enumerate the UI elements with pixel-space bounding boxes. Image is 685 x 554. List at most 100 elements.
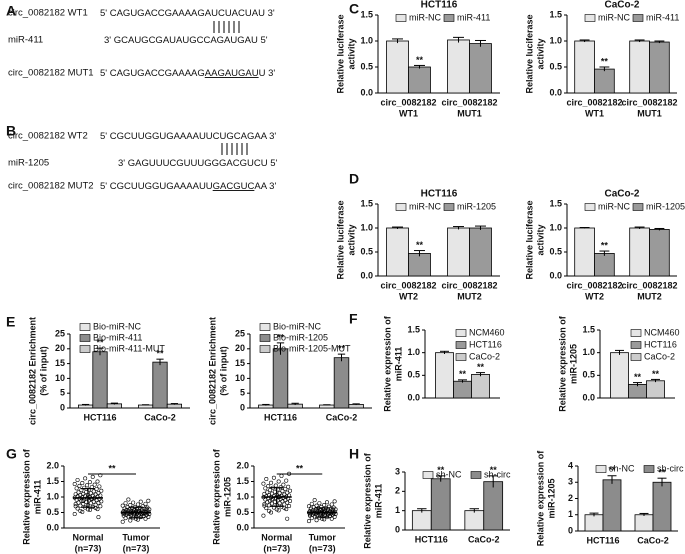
bar [152, 361, 168, 409]
y-axis-label: activity [535, 38, 545, 69]
x-tick-label: HCT116 [415, 534, 448, 544]
y-tick-label: 1 [568, 509, 573, 519]
y-axis-label: miR-411 [373, 484, 383, 519]
legend-swatch [395, 203, 407, 211]
significance: ** [608, 465, 616, 475]
y-tick-label: 1 [395, 505, 400, 515]
legend-swatch [395, 14, 407, 22]
bar [447, 227, 470, 277]
legend-label: Bio-miR-411-MUT [93, 343, 165, 353]
y-tick-label: 0.0 [236, 522, 249, 532]
legend-swatch [455, 329, 467, 337]
y-tick-label: 1.0 [236, 491, 249, 501]
y-tick-label: 0.5 [549, 61, 562, 71]
point [78, 508, 83, 513]
legend-swatch [632, 203, 644, 211]
legend-swatch [79, 323, 91, 331]
significance: ** [277, 332, 285, 342]
x-tick-label: CaCo-2 [326, 412, 358, 422]
legend-label: Bio-miR-1205-MUT [273, 343, 351, 353]
bar [628, 383, 647, 399]
y-axis-label: Relative luciferase [524, 14, 534, 93]
legend-label: sh-circ [484, 469, 511, 479]
legend-label: HCT116 [469, 339, 502, 349]
point [267, 508, 272, 513]
y-tick-label: 1.5 [549, 9, 562, 19]
point [86, 487, 91, 492]
sequence: 3' GAGUUUCGUUUGGGACGUCU 5' [118, 158, 278, 169]
legend-swatch [595, 465, 607, 473]
point [131, 500, 136, 505]
x-tick-label: HCT116 [264, 412, 297, 422]
legend-swatch [443, 203, 455, 211]
y-tick-label: 15 [55, 358, 65, 368]
x-tick-label: circ_0082182 [566, 97, 622, 107]
legend-label: miR-1205 [646, 201, 685, 211]
panel-label: B [6, 123, 16, 139]
point [286, 484, 291, 489]
point [87, 508, 92, 513]
point [331, 505, 336, 510]
y-axis-label: activity [346, 38, 356, 69]
bar [646, 380, 665, 399]
x-tick-label: MUT2 [457, 291, 482, 301]
point [90, 474, 95, 479]
x-tick-label: MUT2 [637, 291, 662, 301]
legend-swatch [632, 14, 644, 22]
bar [471, 374, 490, 399]
bar [649, 229, 670, 277]
legend-swatch [584, 14, 596, 22]
legend-label: CaCo-2 [469, 351, 500, 361]
legend-label: miR-NC [598, 12, 630, 22]
chart-title: HCT116 [421, 189, 458, 200]
point [91, 489, 96, 494]
point [141, 514, 146, 519]
x-tick-label: Tumor [309, 532, 337, 542]
bar [272, 348, 289, 409]
significance: ** [601, 56, 609, 66]
point [82, 485, 87, 490]
legend-swatch [259, 345, 271, 353]
y-axis-label: Relative expression of [535, 450, 545, 547]
point [80, 481, 85, 486]
sequence-segment: 5' CGCUUGGUGAAAAUUCUGCAGAA 3' [100, 131, 276, 142]
point [312, 498, 317, 503]
legend-label: sh-NC [436, 469, 462, 479]
legend-label: miR-411 [646, 12, 679, 22]
x-tick-label: (n=73) [309, 543, 336, 553]
legend-label: miR-NC [598, 201, 630, 211]
chart-title: CaCo-2 [604, 0, 639, 11]
legend-label: Bio-miR-NC [273, 321, 321, 331]
legend-label: HCT116 [644, 339, 677, 349]
y-axis-label: miR-1205 [222, 477, 232, 517]
sequence-segment: 3' GAGUUUCGUUUGGGACGUCU 5' [118, 158, 278, 169]
x-tick-label: circ_0082182 [566, 280, 622, 290]
y-tick-label: 1.0 [582, 347, 595, 357]
sequence: 5' CAGUGACCGAAAAGAUCUACUAU 3' [100, 8, 275, 19]
x-tick-label: CaCo-2 [144, 412, 176, 422]
point [140, 504, 145, 509]
bar [594, 68, 615, 94]
point [284, 478, 289, 483]
point [264, 477, 269, 482]
point [266, 484, 271, 489]
bar [408, 253, 431, 277]
y-tick-label: 3 [395, 466, 400, 476]
x-tick-label: Normal [261, 532, 292, 542]
significance: ** [658, 468, 666, 478]
point [80, 509, 85, 514]
y-tick-label: 1.5 [46, 476, 59, 486]
point [306, 519, 311, 524]
x-tick-label: WT1 [585, 108, 604, 118]
legend-swatch [422, 471, 434, 479]
point [126, 497, 131, 502]
point [263, 486, 268, 491]
point [319, 504, 324, 509]
point [145, 505, 150, 510]
significance: ** [416, 240, 424, 250]
bar [469, 227, 492, 277]
point [264, 506, 269, 511]
panel-label: F [349, 311, 358, 327]
legend-swatch [443, 14, 455, 22]
y-axis-label: Relative expression of [557, 315, 567, 412]
